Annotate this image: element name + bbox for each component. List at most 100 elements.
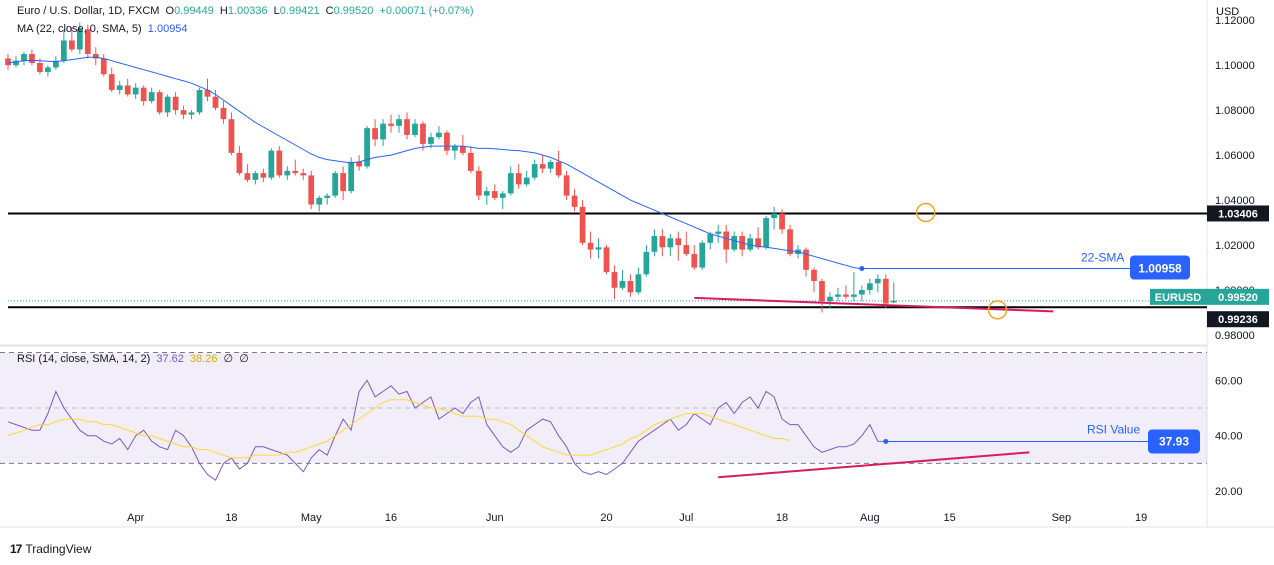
candle-body	[356, 161, 362, 167]
candle-body	[188, 112, 195, 115]
candle	[252, 170, 259, 185]
candle-body	[21, 53, 27, 61]
candle	[515, 164, 522, 189]
level-badge-upper-label: 1.03406	[1218, 208, 1258, 220]
candle-body	[332, 173, 339, 196]
legend-low: 0.99421	[279, 5, 320, 17]
time-tick-label: Aug	[860, 512, 880, 524]
candle	[84, 24, 91, 59]
candle	[92, 47, 99, 66]
candle-body	[348, 161, 355, 192]
candle-body	[683, 245, 690, 255]
candle	[76, 22, 83, 54]
candle-body	[292, 170, 299, 174]
candle-body	[467, 152, 474, 171]
candle	[659, 229, 666, 257]
candle	[627, 274, 634, 297]
candle	[420, 121, 426, 151]
candle-body	[60, 40, 67, 61]
tradingview-logo-icon: 17	[10, 542, 22, 556]
candle-body	[707, 233, 714, 243]
candle-body	[116, 85, 123, 90]
candle	[763, 215, 769, 250]
candle	[29, 49, 35, 66]
candle-body	[555, 161, 562, 176]
candle	[739, 231, 746, 257]
candle-body	[316, 197, 323, 205]
rsi-value-badge	[1148, 429, 1200, 454]
candle	[148, 87, 155, 104]
candle-body	[507, 173, 514, 194]
price-tick-label: 1.02000	[1215, 240, 1255, 252]
candle-body	[827, 296, 833, 302]
candle	[196, 87, 203, 115]
candle-body	[667, 238, 674, 248]
candle-body	[547, 161, 554, 169]
rsi-legend: RSI (14, close, SMA, 14, 2) 37.62 38.26 …	[17, 352, 252, 366]
candle	[747, 233, 754, 252]
candle-body	[475, 170, 482, 196]
candle	[731, 231, 738, 252]
candle-body	[260, 173, 267, 178]
footer: 17 TradingView	[10, 542, 91, 556]
candle-body	[499, 193, 506, 198]
rsi-line	[7, 379, 886, 481]
candle	[866, 278, 873, 295]
candle	[779, 209, 785, 234]
candle	[340, 166, 347, 201]
candle-body	[364, 128, 370, 167]
candle-body	[747, 238, 754, 250]
ma-22-line	[7, 56, 862, 270]
candle	[603, 245, 610, 275]
footer-brand: TradingView	[25, 542, 92, 556]
candle	[507, 166, 514, 196]
candle-body	[675, 238, 682, 246]
candle-body	[204, 89, 211, 97]
candle-body	[779, 213, 785, 230]
rsi-annotation-label: RSI Value	[1087, 422, 1140, 436]
ma-legend: MA (22, close, 0, SMA, 5) 1.00954	[17, 22, 191, 36]
candle	[260, 168, 267, 183]
time-tick-label: 18	[225, 512, 237, 524]
candle	[811, 267, 817, 293]
candle	[467, 146, 474, 174]
ma-legend-label: MA (22, close, 0, SMA, 5)	[17, 23, 142, 35]
candle	[292, 159, 299, 176]
candle	[771, 206, 777, 230]
price-tick-label: 0.98000	[1215, 330, 1255, 342]
candle-body	[372, 128, 378, 140]
candle-body	[404, 119, 410, 135]
candle-body	[37, 62, 43, 72]
candle	[643, 245, 650, 277]
candle-body	[587, 242, 594, 250]
candle-body	[866, 283, 873, 291]
candle-body	[483, 191, 490, 196]
candle	[5, 53, 11, 70]
candle	[707, 231, 714, 250]
candle	[332, 170, 339, 198]
candle-body	[13, 60, 19, 66]
sma-annotation-label: 22-SMA	[1081, 250, 1124, 264]
candle-body	[755, 238, 761, 248]
candle-body	[156, 92, 163, 113]
candle	[475, 166, 482, 201]
rsi-tick-label: 40.00	[1215, 431, 1243, 443]
candle	[268, 148, 275, 180]
candle-body	[5, 58, 11, 66]
candle	[675, 231, 682, 261]
rsi-legend-value: 37.62	[156, 353, 184, 365]
candle-body	[148, 92, 155, 102]
candle-body	[651, 236, 658, 252]
price-tick-label: 1.10000	[1215, 60, 1255, 72]
candle	[491, 184, 498, 201]
candle	[587, 231, 594, 259]
candle	[619, 269, 626, 291]
legend-h-label: H	[219, 5, 228, 17]
candle	[244, 164, 251, 183]
candle-body	[428, 137, 434, 144]
time-tick-label: Sep	[1052, 512, 1072, 524]
rsi-rising-trendline	[718, 451, 1030, 479]
candle	[116, 80, 123, 95]
candle-body	[324, 195, 331, 198]
